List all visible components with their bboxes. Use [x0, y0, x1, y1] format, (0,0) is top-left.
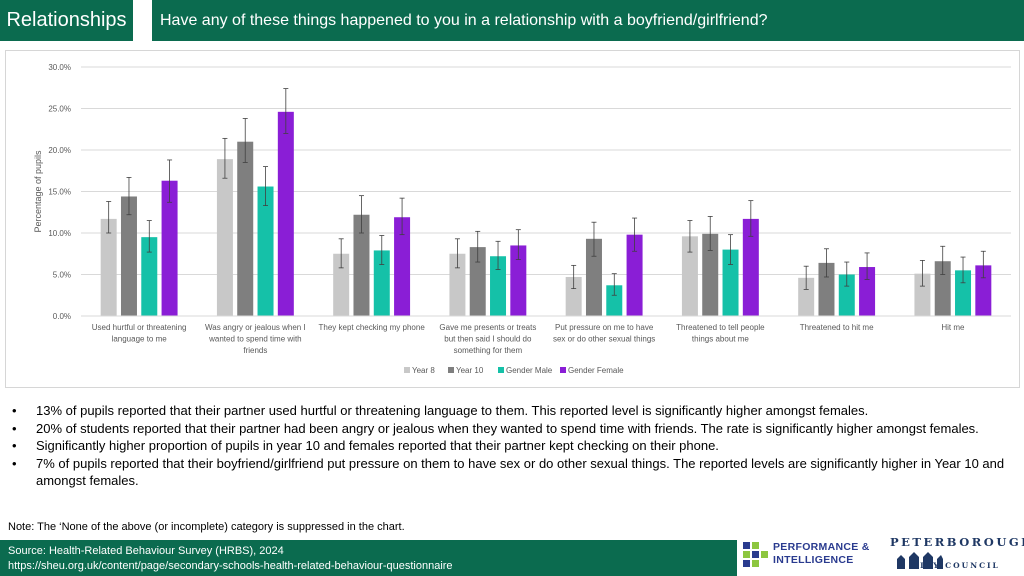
x-tick-label: Put pressure on me to have — [555, 323, 654, 332]
legend-label: Gender Female — [568, 366, 624, 375]
bar — [100, 218, 117, 316]
finding-item: • Significantly higher proportion of pup… — [10, 437, 1010, 455]
finding-item: • 20% of students reported that their pa… — [10, 420, 1010, 438]
legend-label: Year 10 — [456, 366, 484, 375]
finding-text: 13% of pupils reported that their partne… — [36, 403, 869, 418]
y-tick-label: 20.0% — [48, 146, 71, 155]
x-tick-label: Gave me presents or treats — [439, 323, 536, 332]
pi-logo-icon — [743, 542, 768, 567]
bar — [277, 111, 294, 316]
bar — [216, 159, 233, 316]
source-url[interactable]: https://sheu.org.uk/content/page/seconda… — [8, 559, 453, 572]
y-axis-label: Percentage of pupils — [33, 150, 43, 233]
bar — [859, 267, 876, 316]
bar — [469, 247, 486, 316]
x-tick-label: but then said I should do — [444, 335, 532, 344]
legend-swatch — [404, 367, 410, 373]
page-title: Have any of these things happened to you… — [152, 0, 1024, 41]
x-tick-label: Was angry or jealous when I — [205, 323, 306, 332]
bar — [237, 141, 254, 316]
finding-text: 20% of students reported that their part… — [36, 420, 979, 436]
legend-label: Gender Male — [506, 366, 553, 375]
finding-text: Significantly higher proportion of pupil… — [36, 438, 719, 453]
y-tick-label: 10.0% — [48, 229, 71, 238]
x-tick-label: something for them — [454, 346, 523, 355]
bar — [975, 265, 992, 316]
bar — [914, 273, 931, 316]
bar — [681, 236, 698, 316]
bar — [490, 256, 507, 316]
bar — [161, 180, 178, 316]
bar — [934, 261, 951, 316]
bar — [702, 233, 719, 316]
y-tick-label: 25.0% — [48, 105, 71, 114]
x-tick-label: Used hurtful or threatening — [92, 323, 187, 332]
bar — [449, 253, 466, 316]
source-text: Source: Health-Related Behaviour Survey … — [8, 545, 284, 557]
bar — [120, 196, 137, 316]
bullet-marker: • — [12, 455, 17, 471]
x-tick-label: Hit me — [941, 323, 965, 332]
x-tick-label: things about me — [692, 335, 749, 344]
x-tick-label: friends — [243, 346, 267, 355]
bar — [606, 285, 623, 316]
bar — [585, 238, 602, 316]
legend-label: Year 8 — [412, 366, 435, 375]
bar — [510, 245, 527, 316]
bar — [394, 217, 411, 316]
x-tick-label: Threatened to tell people — [676, 323, 765, 332]
bar — [742, 218, 759, 316]
cathedral-icon — [897, 552, 943, 569]
bar — [818, 262, 835, 316]
x-tick-label: sex or do other sexual things — [553, 335, 655, 344]
bar — [141, 237, 158, 316]
bar — [955, 270, 972, 316]
bullet-marker: • — [12, 403, 17, 418]
chart-note: Note: The ‘None of the above (or incompl… — [8, 521, 405, 533]
bar — [838, 274, 855, 316]
pc-logo-line2: CITY COUNCIL — [912, 561, 1000, 570]
pi-logo-line2: INTELLIGENCE — [773, 554, 854, 566]
pc-logo-line1: PETERBOROUGH — [890, 535, 1024, 549]
performance-intelligence-logo: PERFORMANCE & INTELLIGENCE — [742, 537, 882, 573]
y-tick-label: 30.0% — [48, 63, 71, 72]
chart-container: 0.0% 5.0% 10.0% 15.0% 20.0% 25.0% 30.0% Percent… — [5, 50, 1020, 388]
bar — [333, 253, 350, 316]
legend-swatch — [498, 367, 504, 373]
bar — [373, 250, 390, 316]
bar — [798, 277, 815, 316]
x-tick-label: Threatened to hit me — [800, 323, 874, 332]
bar-chart: 0.0% 5.0% 10.0% 15.0% 20.0% 25.0% 30.0% Percent… — [33, 63, 1011, 375]
legend-swatch — [560, 367, 566, 373]
x-tick-label: They kept checking my phone — [318, 323, 425, 332]
bar — [626, 234, 643, 316]
findings-list: • 13% of pupils reported that their part… — [10, 402, 1010, 490]
bar — [257, 186, 274, 316]
y-tick-label: 5.0% — [53, 271, 71, 280]
bar — [353, 214, 370, 316]
bar — [722, 249, 739, 316]
x-tick-label: language to me — [112, 335, 168, 344]
y-tick-label: 15.0% — [48, 188, 71, 197]
finding-item: • 13% of pupils reported that their part… — [10, 402, 1010, 420]
finding-item: • 7% of pupils reported that their boyfr… — [10, 455, 1010, 490]
x-tick-label: wanted to spend time with — [208, 335, 302, 344]
source-footer: Source: Health-Related Behaviour Survey … — [0, 540, 737, 576]
legend-swatch — [448, 367, 454, 373]
pi-logo-line1: PERFORMANCE & — [773, 541, 870, 553]
bar — [565, 276, 582, 316]
bullet-marker: • — [12, 438, 17, 453]
y-tick-label: 0.0% — [53, 312, 71, 321]
section-tag: Relationships — [0, 0, 133, 41]
peterborough-logo: PETERBOROUGH CITY COUNCIL — [890, 533, 1024, 575]
finding-text: 7% of pupils reported that their boyfrie… — [36, 455, 1005, 489]
bullet-marker: • — [12, 420, 17, 436]
